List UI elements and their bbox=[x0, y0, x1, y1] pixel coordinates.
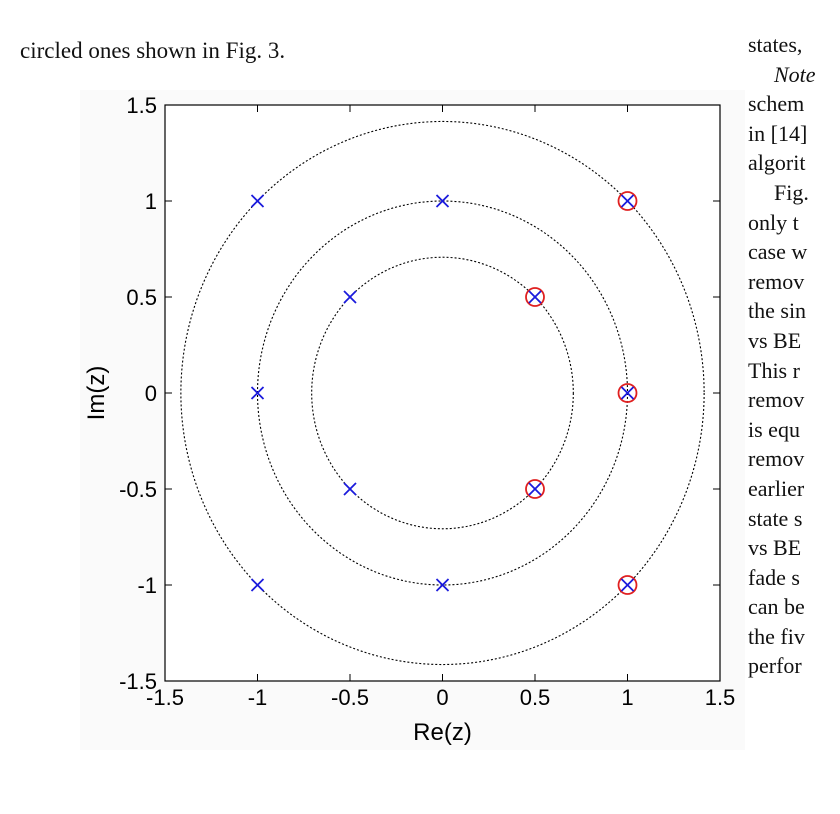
right-column-line: states, bbox=[748, 32, 803, 57]
cross-marker bbox=[435, 578, 450, 592]
cross-stroke bbox=[620, 578, 635, 592]
y-tick-label: 1.5 bbox=[126, 93, 157, 118]
right-column-line: can be bbox=[748, 594, 805, 620]
cross-marker bbox=[620, 386, 635, 400]
cross-stroke bbox=[343, 482, 357, 496]
right-column-line: This r bbox=[748, 357, 800, 383]
right-column-line: Fig. bbox=[774, 179, 809, 205]
cross-stroke bbox=[250, 194, 265, 208]
y-tick-label: 1 bbox=[145, 189, 157, 214]
right-column-line: remov bbox=[748, 387, 805, 413]
circle-marker bbox=[617, 383, 638, 403]
right-column-line: in [14] bbox=[748, 120, 808, 146]
cross-stroke bbox=[528, 290, 542, 304]
cross-marker bbox=[528, 482, 542, 496]
data-markers bbox=[250, 191, 638, 595]
x-tick-label: 1.5 bbox=[705, 685, 736, 710]
right-column-line: vs BE bbox=[748, 535, 802, 561]
cross-stroke bbox=[620, 194, 635, 208]
reference-circle bbox=[180, 120, 705, 666]
right-column-line: state s bbox=[748, 505, 803, 531]
cross-marker bbox=[620, 194, 635, 208]
x-tick-label: 0 bbox=[436, 685, 448, 710]
right-column-line: case w bbox=[748, 239, 808, 265]
right-column-line: is equ bbox=[748, 416, 800, 442]
right-column-line: the sin bbox=[748, 298, 807, 324]
tick-labels: -1.5 -1 -0.5 0 0.5 1 1.5 1.5 1 0.5 0 -0.5 -1 -1.5 bbox=[119, 93, 735, 710]
right-column-line: remov bbox=[748, 446, 805, 472]
cross-stroke bbox=[250, 386, 265, 400]
y-tick-label: 0 bbox=[145, 381, 157, 406]
cross-marker bbox=[343, 290, 357, 304]
cross-stroke bbox=[528, 482, 542, 496]
x-tick-label: -0.5 bbox=[331, 685, 369, 710]
cross-stroke bbox=[343, 290, 357, 304]
y-tick-label: -1.5 bbox=[119, 669, 157, 694]
y-tick-label: 0.5 bbox=[126, 285, 157, 310]
cross-marker bbox=[250, 194, 265, 208]
circle-marker bbox=[525, 287, 545, 307]
reference-circle bbox=[311, 256, 574, 530]
cross-stroke bbox=[250, 578, 265, 592]
cross-stroke bbox=[435, 194, 450, 208]
right-column-line: vs BE bbox=[748, 327, 802, 353]
right-column-line: Note bbox=[774, 61, 816, 87]
right-column-text: states, Note schem in [14] algorit Fig. only t… bbox=[748, 30, 840, 790]
circle-marker bbox=[525, 479, 545, 499]
right-column-line: perfor bbox=[748, 653, 802, 679]
right-column-line: only t bbox=[748, 209, 799, 235]
cross-marker bbox=[250, 386, 265, 400]
right-column-line: remov bbox=[748, 268, 805, 294]
cross-marker bbox=[343, 482, 357, 496]
cross-stroke bbox=[620, 386, 635, 400]
right-column-line: the fiv bbox=[748, 623, 805, 649]
cross-stroke bbox=[435, 578, 450, 592]
caption-text: circled ones shown in Fig. 3. bbox=[20, 38, 286, 63]
cross-marker bbox=[435, 194, 450, 208]
right-column-line: fade s bbox=[748, 564, 800, 590]
y-axis-label: Im(z) bbox=[83, 366, 110, 421]
x-tick-label: -1 bbox=[248, 685, 268, 710]
y-tick-label: -1 bbox=[137, 573, 157, 598]
cross-marker bbox=[528, 290, 542, 304]
y-tick-label: -0.5 bbox=[119, 477, 157, 502]
right-column-line: algorit bbox=[748, 150, 806, 176]
right-column-line: earlier bbox=[748, 475, 805, 501]
right-column-line: schem bbox=[748, 91, 805, 117]
cross-marker bbox=[250, 578, 265, 592]
circle-marker bbox=[617, 191, 638, 211]
x-tick-label: -1.5 bbox=[146, 685, 184, 710]
cross-marker bbox=[620, 578, 635, 592]
x-tick-label: 0.5 bbox=[520, 685, 551, 710]
x-axis-label: Re(z) bbox=[413, 719, 472, 746]
circle-marker bbox=[617, 575, 638, 595]
x-tick-label: 1 bbox=[621, 685, 633, 710]
